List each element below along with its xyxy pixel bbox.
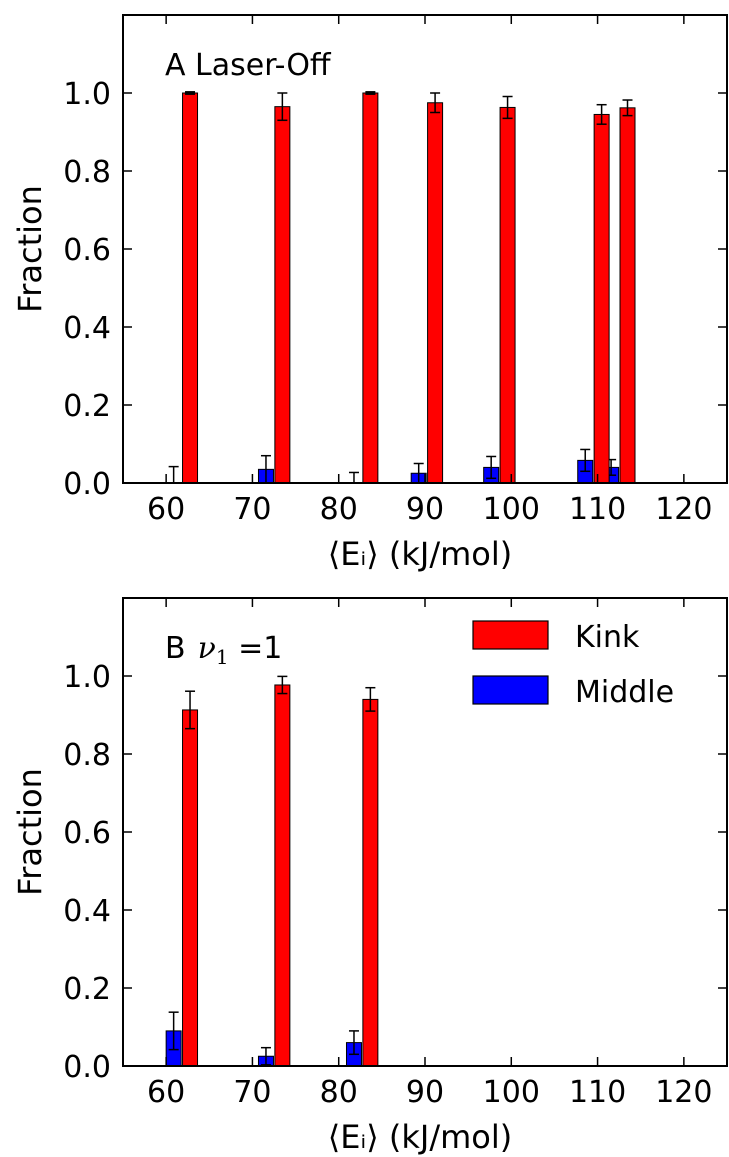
- x-axis-label: ⟨Eᵢ⟩ (kJ/mol): [328, 1118, 512, 1156]
- bar-kink: [182, 92, 199, 484]
- y-tick-label: 1.0: [63, 660, 111, 695]
- x-tick-label: 90: [406, 492, 444, 527]
- x-axis-label: ⟨Eᵢ⟩ (kJ/mol): [328, 535, 512, 573]
- panel-label-suffix: =1: [229, 631, 283, 666]
- bar-kink: [274, 106, 291, 484]
- x-tick-label: 110: [569, 1075, 626, 1110]
- panel-label-subscript: 1: [216, 645, 229, 669]
- chart-panel-a: 60 70 80 90 100 110 120 0.0 0.2 0.4 0.6 0.8 1.0 ⟨Eᵢ⟩ …: [11, 14, 728, 573]
- y-tick-label: 0.6: [63, 816, 111, 851]
- plot-frame: [122, 597, 728, 1067]
- y-tick-label: 0.8: [63, 155, 111, 190]
- x-tick-label: 110: [569, 492, 626, 527]
- legend-swatch-middle: [472, 675, 549, 705]
- y-tick-label: 0.0: [63, 1050, 111, 1085]
- x-tick-label: 60: [147, 492, 185, 527]
- y-tick-label: 0.2: [63, 389, 111, 424]
- bar-kink: [427, 102, 444, 484]
- x-tick-label: 80: [320, 1075, 358, 1110]
- y-axis-label: Fraction: [11, 185, 49, 313]
- x-tick-label: 100: [483, 1075, 540, 1110]
- legend-swatch-kink: [472, 620, 549, 650]
- y-tick-label: 0.4: [63, 894, 111, 929]
- panel-label: A Laser-Off: [165, 48, 332, 83]
- bar-kink: [619, 107, 636, 484]
- bar-kink: [182, 709, 199, 1067]
- bar-kink: [362, 92, 379, 484]
- bar-kink: [362, 698, 379, 1067]
- y-tick-label: 0.4: [63, 311, 111, 346]
- y-tick-label: 0.0: [63, 467, 111, 502]
- y-tick-label: 0.2: [63, 972, 111, 1007]
- panel-label-prefix: B: [165, 631, 186, 666]
- x-tick-label: 70: [233, 492, 271, 527]
- x-tick-label: 80: [320, 492, 358, 527]
- y-tick-label: 1.0: [63, 77, 111, 112]
- y-axis-label: Fraction: [11, 768, 49, 896]
- y-tick-label: 0.6: [63, 233, 111, 268]
- bar-kink: [593, 113, 610, 484]
- panel-label-symbol: ν: [198, 631, 216, 666]
- x-tick-label: 120: [655, 492, 712, 527]
- legend-label-middle: Middle: [575, 675, 674, 710]
- x-tick-label: 70: [233, 1075, 271, 1110]
- x-tick-label: 90: [406, 1075, 444, 1110]
- x-tick-label: 120: [655, 1075, 712, 1110]
- bar-kink: [274, 684, 291, 1067]
- plot-frame: [122, 14, 728, 484]
- legend-label-kink: Kink: [575, 620, 640, 655]
- x-tick-label: 60: [147, 1075, 185, 1110]
- chart-panel-b: 60 70 80 90 100 110 120 0.0 0.2 0.4 0.6 0.8 1.0 ⟨Eᵢ⟩ …: [11, 597, 728, 1156]
- bar-kink: [499, 106, 516, 484]
- y-tick-label: 0.8: [63, 738, 111, 773]
- x-tick-label: 100: [483, 492, 540, 527]
